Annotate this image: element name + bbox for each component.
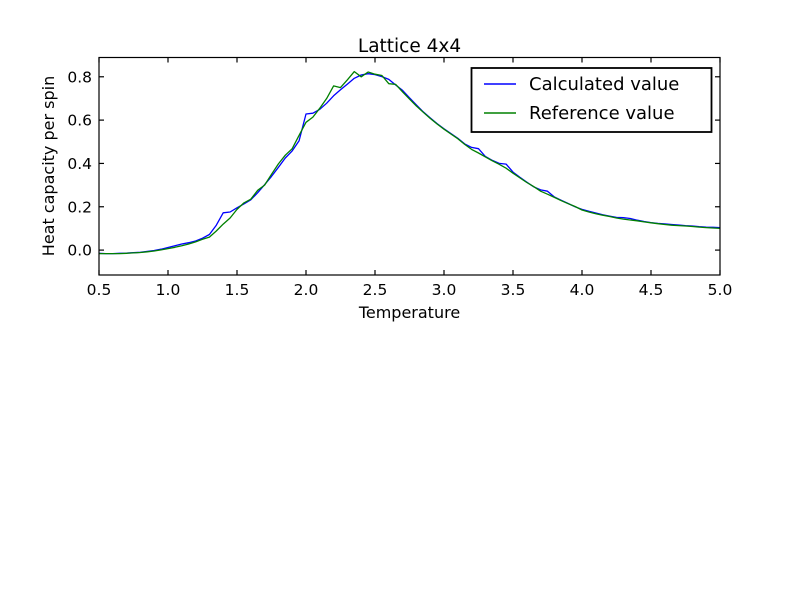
y-tick-label: 0.6: [67, 112, 92, 130]
y-tick-labels: 0.0 0.2 0.4 0.6 0.8: [67, 68, 92, 259]
x-tick-label: 3.5: [501, 281, 526, 299]
legend-label-calculated: Calculated value: [529, 74, 679, 95]
x-axis-label: Temperature: [358, 303, 460, 322]
x-tick-label: 3.0: [432, 281, 457, 299]
x-tick-label: 2.0: [294, 281, 319, 299]
x-tick-label: 5.0: [708, 281, 733, 299]
plot-border: [98, 56, 721, 276]
reference-line: [99, 70, 721, 255]
x-tick-label: 1.5: [225, 281, 250, 299]
axis-ticks: [98, 57, 721, 275]
x-tick-label: 1.0: [156, 281, 181, 299]
y-tick-label: 0.2: [67, 198, 92, 216]
x-tick-label: 0.5: [87, 281, 112, 299]
data-lines: [98, 70, 721, 255]
x-tick-labels: 0.5 1.0 1.5 2.0 2.5 3.0 3.5 4.0 4.5 5.0: [87, 281, 733, 299]
y-tick-label: 0.4: [67, 155, 92, 173]
y-tick-label: 0.0: [67, 242, 92, 260]
y-axis-label: Heat capacity per spin: [39, 76, 58, 256]
legend-box: [470, 67, 713, 133]
legend: Calculated value Reference value: [470, 67, 713, 133]
legend-label-reference: Reference value: [529, 103, 675, 124]
x-tick-label: 4.5: [639, 281, 664, 299]
chart-title: Lattice 4x4: [358, 36, 461, 57]
y-tick-label: 0.8: [67, 68, 92, 86]
x-tick-label: 4.0: [570, 281, 595, 299]
x-tick-label: 2.5: [363, 281, 388, 299]
